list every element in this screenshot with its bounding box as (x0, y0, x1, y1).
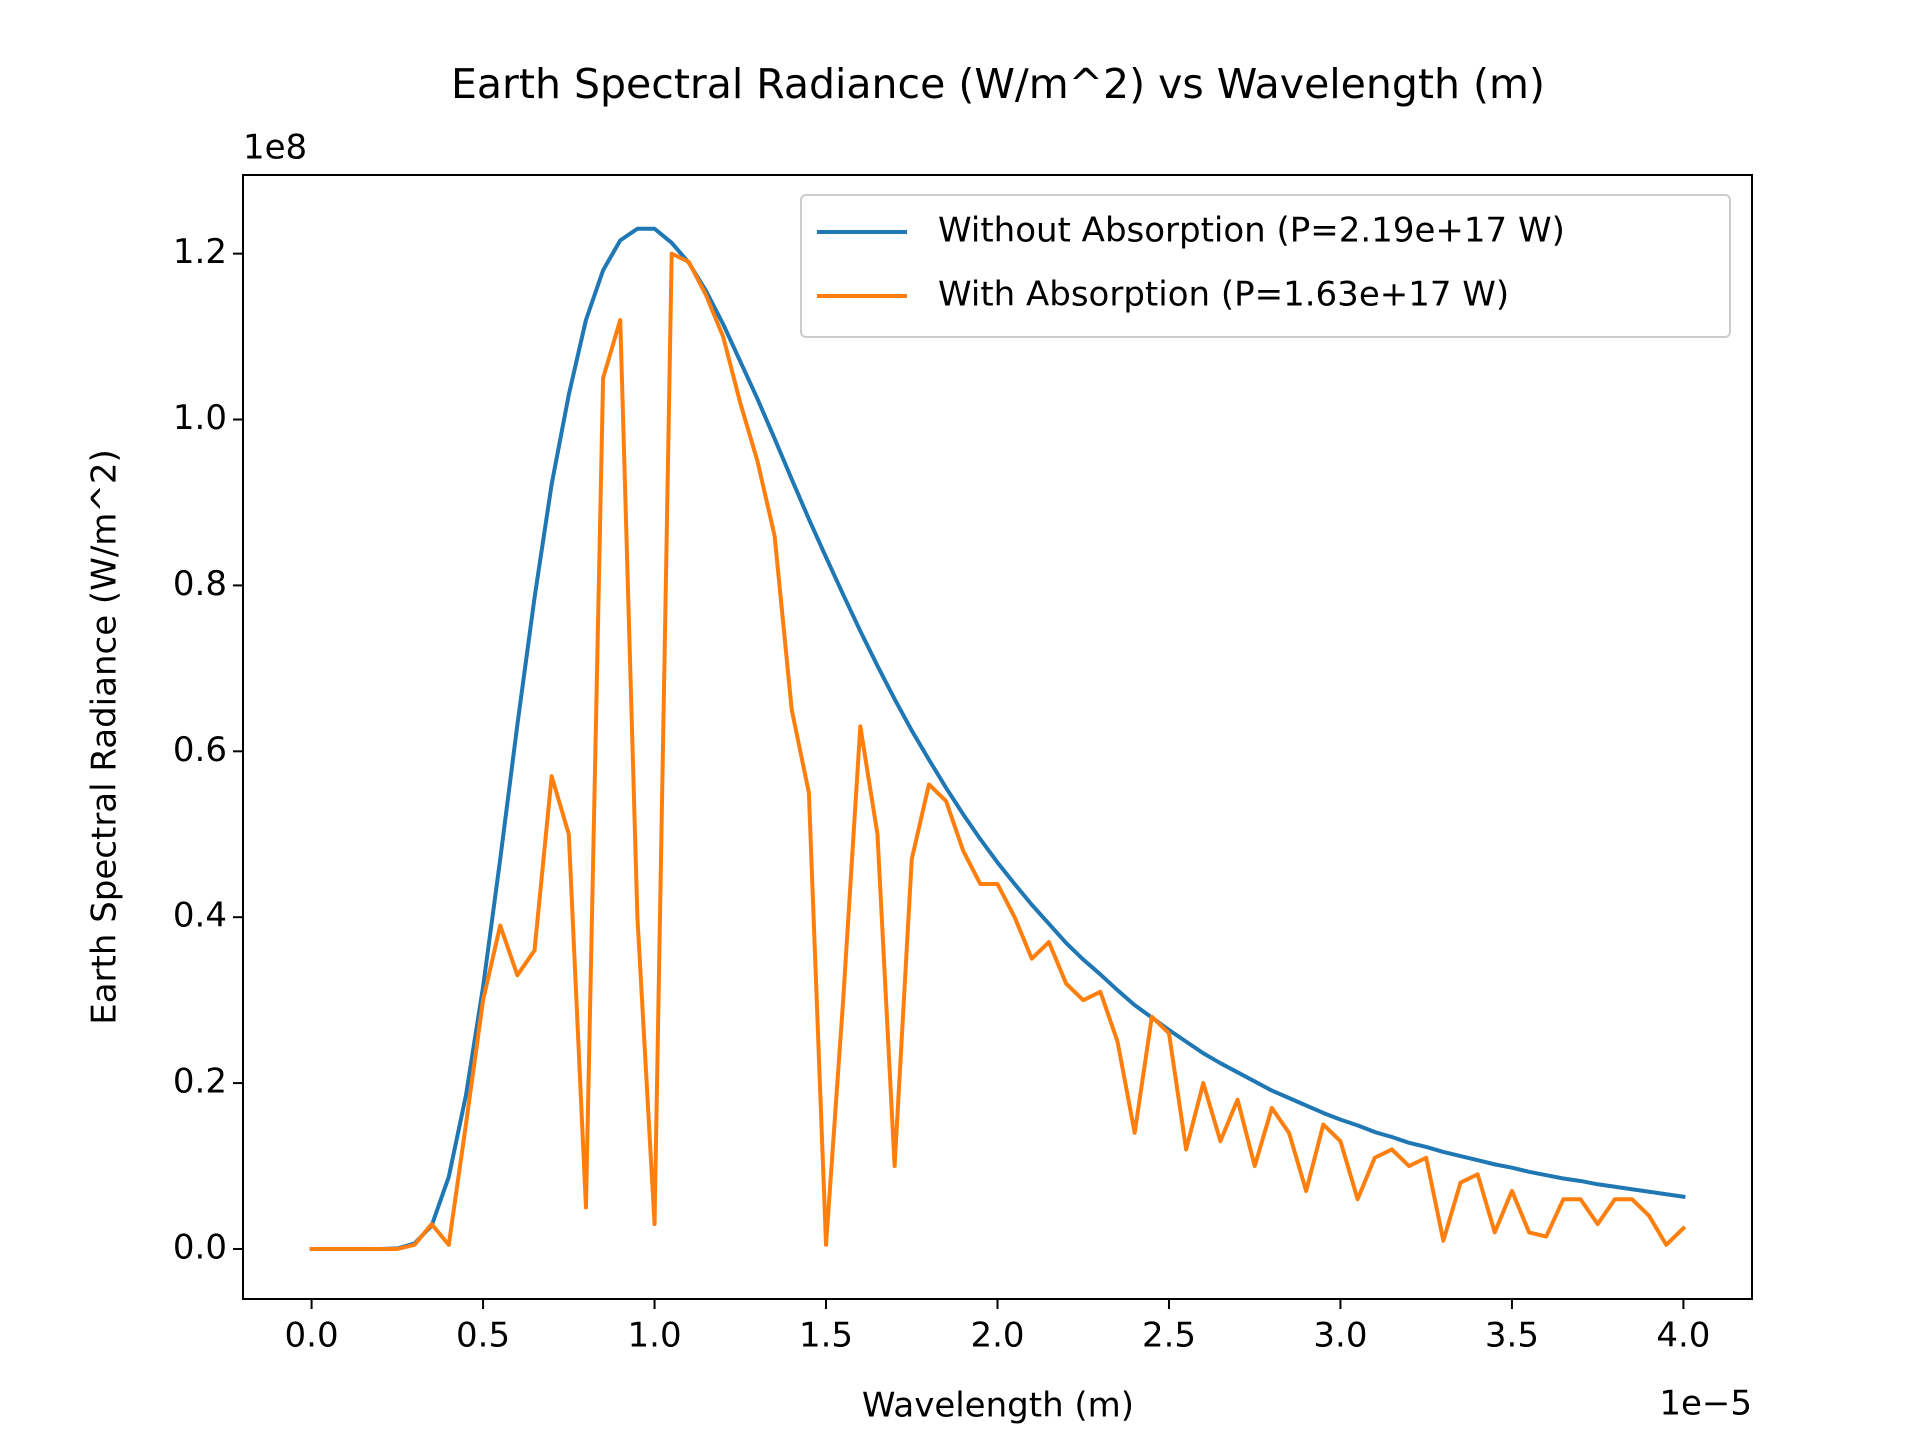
series-line (309, 251, 1687, 1251)
x-tick-label: 2.0 (970, 1316, 1024, 1356)
x-offset-label: 1e−5 (1659, 1384, 1752, 1424)
y-tick-label: 0.8 (173, 564, 227, 604)
chart-title: Earth Spectral Radiance (W/m^2) vs Wavel… (451, 60, 1545, 108)
series-line (309, 226, 1686, 1251)
x-tick-label: 3.0 (1313, 1316, 1367, 1356)
legend-label: With Absorption (P=1.63e+17 W) (938, 275, 1509, 315)
y-tick-label: 1.2 (173, 232, 227, 272)
plot-frame (242, 174, 1753, 1300)
y-tick-label: 1.0 (173, 398, 227, 438)
x-tick-label: 4.0 (1656, 1316, 1710, 1356)
x-tick-label: 0.0 (285, 1316, 339, 1356)
x-tick-label: 3.5 (1485, 1316, 1539, 1356)
legend: Without Absorption (P=2.19e+17 W) With Ab… (800, 194, 1731, 338)
y-tick-label: 0.2 (173, 1062, 227, 1102)
y-tick-label: 0.4 (173, 896, 227, 936)
legend-box (800, 194, 1731, 338)
legend-label: Without Absorption (P=2.19e+17 W) (938, 211, 1565, 251)
x-tick-label: 0.5 (456, 1316, 510, 1356)
x-tick-label: 1.5 (799, 1316, 853, 1356)
y-axis-label: Earth Spectral Radiance (W/m^2) (85, 449, 125, 1025)
x-axis-label: Wavelength (m) (862, 1386, 1134, 1426)
y-tick-label: 0.6 (173, 730, 227, 770)
x-tick-label: 1.0 (628, 1316, 682, 1356)
y-tick-label: 0.0 (173, 1227, 227, 1267)
y-offset-label: 1e8 (243, 128, 307, 168)
x-tick-label: 2.5 (1142, 1316, 1196, 1356)
